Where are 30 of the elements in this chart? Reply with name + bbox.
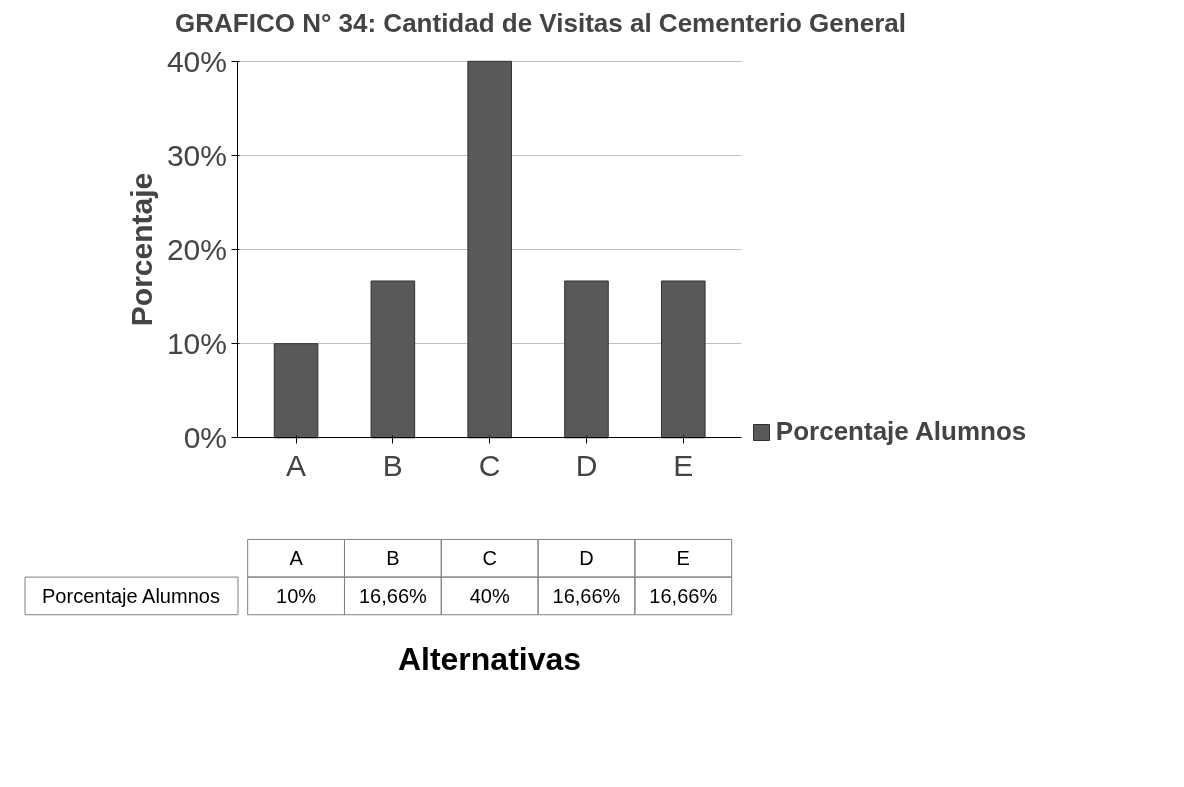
- bar: [370, 280, 416, 439]
- y-tick-label: 0%: [183, 421, 227, 455]
- data-label: 16,66%: [358, 584, 428, 607]
- legend-label: Porcentaje Alumnos: [775, 416, 1027, 448]
- x-tick-label: D: [575, 448, 598, 482]
- bar: [661, 280, 706, 439]
- category-label: E: [676, 547, 690, 570]
- chart-title: GRAFICO N° 34: Cantidad de Visitas al Cementerio General: [175, 7, 906, 38]
- x-tick-label: E: [673, 448, 694, 482]
- bar: [564, 280, 609, 439]
- data-label: 10%: [276, 584, 317, 607]
- bar: [273, 343, 319, 439]
- data-label: 40%: [469, 584, 510, 607]
- data-label: 16,66%: [552, 584, 621, 607]
- text: Porcentaje Alumnos: [42, 584, 220, 607]
- category-label: D: [579, 547, 594, 570]
- data-label: 16,66%: [649, 584, 718, 607]
- y-tick-label: 40%: [166, 44, 227, 78]
- x-axis-title: Alternativas: [397, 640, 582, 677]
- category-label: A: [289, 547, 303, 570]
- bar: [467, 60, 512, 439]
- x-tick-label: B: [382, 448, 403, 482]
- y-axis-title: Porcentaje: [125, 172, 159, 327]
- x-tick-label: C: [478, 448, 501, 482]
- x-tick-label: A: [286, 448, 307, 482]
- category-label: B: [386, 547, 400, 570]
- y-tick-label: 10%: [166, 327, 227, 361]
- y-tick-label: 20%: [166, 233, 227, 267]
- category-label: C: [482, 547, 497, 570]
- y-tick-label: 30%: [166, 138, 227, 172]
